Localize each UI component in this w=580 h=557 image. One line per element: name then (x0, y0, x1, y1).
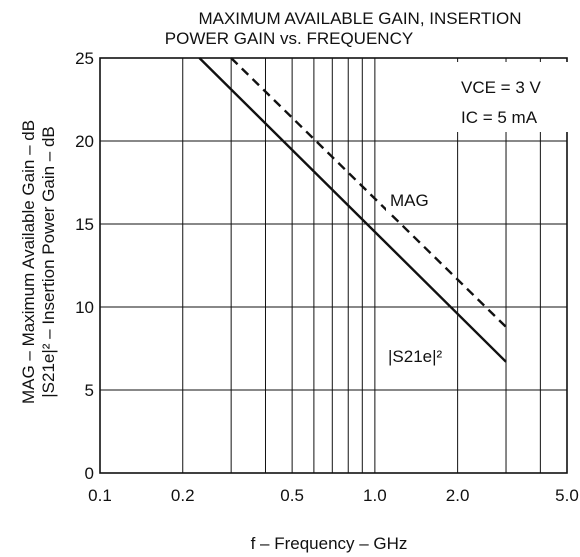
y-tick-label: 10 (75, 298, 94, 317)
x-tick-label: 5.0 (555, 486, 579, 505)
x-tick-label: 0.1 (88, 486, 112, 505)
x-tick-label: 1.0 (363, 486, 387, 505)
x-tick-labels: 0.1 0.2 0.5 1.0 2.0 5.0 (88, 486, 579, 505)
y-tick-label: 20 (75, 132, 94, 151)
conditions-annotation: VCE = 3 V IC = 5 mA (448, 62, 568, 132)
y-tick-label: 25 (75, 49, 94, 68)
chart-title-line-1: MAXIMUM AVAILABLE GAIN, INSERTION (198, 9, 521, 28)
y-axis-label-line-2: |S21e|² – Insertion Power Gain – dB (39, 126, 58, 398)
y-tick-labels: 0 5 10 15 20 25 (75, 49, 94, 483)
series-label-mag: MAG (390, 191, 429, 210)
y-axis-label-line-1: MAG – Maximum Available Gain – dB (19, 120, 38, 404)
y-tick-label: 0 (85, 464, 94, 483)
x-tick-label: 0.2 (171, 486, 195, 505)
x-tick-label: 2.0 (446, 486, 470, 505)
condition-vce: VCE = 3 V (461, 78, 542, 97)
x-tick-label: 0.5 (280, 486, 304, 505)
chart-title-line-2: POWER GAIN vs. FREQUENCY (165, 29, 413, 48)
y-tick-label: 15 (75, 215, 94, 234)
y-tick-label: 5 (85, 381, 94, 400)
series-label-s21: |S21e|² (388, 347, 443, 366)
condition-ic: IC = 5 mA (461, 108, 538, 127)
x-axis-label: f – Frequency – GHz (251, 534, 408, 553)
